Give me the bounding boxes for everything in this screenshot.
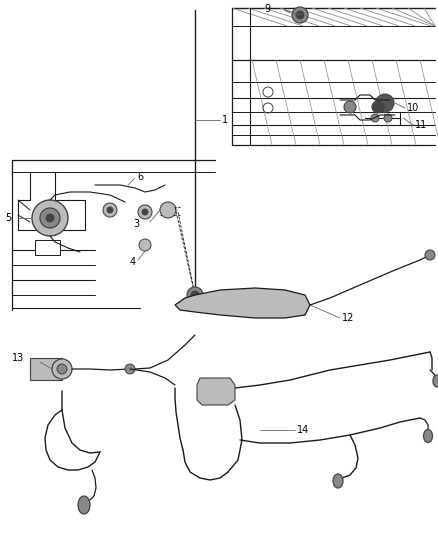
Ellipse shape (424, 430, 432, 442)
Circle shape (52, 359, 72, 379)
Polygon shape (175, 288, 310, 318)
Text: 11: 11 (415, 120, 427, 130)
Ellipse shape (433, 375, 438, 387)
Text: 14: 14 (297, 425, 309, 435)
Text: 6: 6 (137, 172, 143, 182)
Bar (30, 358, 62, 380)
Circle shape (32, 200, 68, 236)
Text: 12: 12 (342, 313, 354, 323)
Circle shape (107, 207, 113, 213)
Circle shape (103, 203, 117, 217)
Circle shape (57, 364, 67, 374)
Text: 5: 5 (5, 213, 11, 223)
Circle shape (372, 101, 384, 113)
Circle shape (191, 291, 199, 299)
Circle shape (344, 101, 356, 113)
Text: 2: 2 (220, 293, 226, 303)
Text: 4: 4 (130, 257, 136, 267)
Polygon shape (197, 378, 235, 405)
Circle shape (139, 239, 151, 251)
Circle shape (46, 214, 54, 222)
Ellipse shape (78, 496, 90, 514)
Text: 10: 10 (407, 103, 419, 113)
Circle shape (292, 7, 308, 23)
Text: 1: 1 (222, 115, 228, 125)
Circle shape (40, 208, 60, 228)
Circle shape (376, 94, 394, 112)
Text: 13: 13 (12, 353, 24, 363)
Text: 9: 9 (264, 4, 270, 14)
Circle shape (296, 11, 304, 19)
Circle shape (142, 209, 148, 215)
Circle shape (125, 364, 135, 374)
Circle shape (160, 202, 176, 218)
Circle shape (138, 205, 152, 219)
Circle shape (371, 114, 379, 122)
Circle shape (384, 114, 392, 122)
Text: 3: 3 (133, 219, 139, 229)
Ellipse shape (333, 474, 343, 488)
Circle shape (187, 287, 203, 303)
Bar (35, 240, 60, 255)
Circle shape (425, 250, 435, 260)
